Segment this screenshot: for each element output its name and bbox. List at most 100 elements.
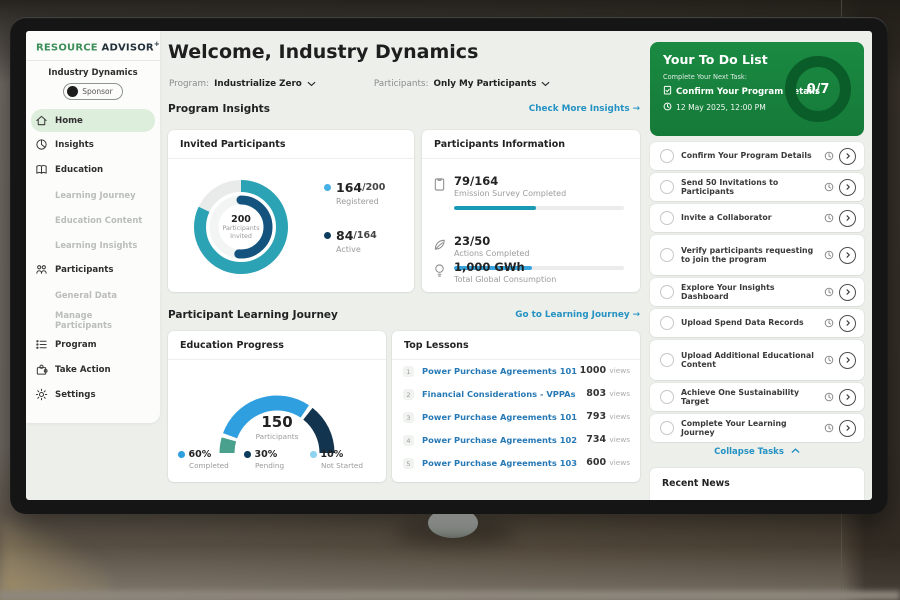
task-confirm-program[interactable]: Confirm Your Program Details bbox=[650, 142, 864, 170]
brand-logo: RESOURCE ADVISOR+ bbox=[36, 40, 160, 54]
task-checkbox[interactable] bbox=[660, 149, 674, 163]
home-icon bbox=[35, 114, 48, 127]
card-title: Top Lessons bbox=[392, 331, 640, 360]
divider bbox=[26, 60, 160, 62]
clock-icon bbox=[824, 250, 834, 260]
participants-filter-value[interactable]: Only My Participants bbox=[433, 79, 537, 89]
legend-dot bbox=[310, 451, 317, 458]
sidebar-item-take-action[interactable]: Take Action bbox=[26, 357, 160, 382]
task-verify-participants[interactable]: Verify participants requesting to join t… bbox=[650, 235, 864, 275]
task-upload-educational-content[interactable]: Upload Additional Educational Content bbox=[650, 340, 864, 380]
task-checkbox[interactable] bbox=[660, 248, 674, 262]
chevron-right-button[interactable] bbox=[839, 246, 856, 264]
list-icon bbox=[35, 338, 48, 351]
lesson-link[interactable]: Power Purchase Agreements 103 bbox=[422, 458, 578, 468]
education-progress-card: Education Progress 150 Participants 60% … bbox=[168, 331, 386, 482]
sidebar-item-settings[interactable]: Settings bbox=[26, 382, 160, 407]
clock-icon bbox=[824, 151, 834, 161]
emission-progress-bar bbox=[454, 206, 624, 210]
chevron-down-icon[interactable] bbox=[541, 81, 550, 87]
chevron-right-button[interactable] bbox=[839, 314, 856, 332]
task-checkbox[interactable] bbox=[660, 421, 674, 435]
todo-title: Your To Do List bbox=[663, 52, 768, 67]
sidebar: RESOURCE ADVISOR+ Industry Dynamics Spon… bbox=[26, 31, 160, 423]
task-achieve-target[interactable]: Achieve One Sustainability Target bbox=[650, 383, 864, 411]
chevron-right-button[interactable] bbox=[839, 388, 856, 406]
legend-dot bbox=[324, 232, 331, 239]
sidebar-item-home[interactable]: Home bbox=[31, 109, 155, 133]
invited-participants-card: Invited Participants 200 Participants In… bbox=[168, 130, 414, 292]
sidebar-item-manage-participants[interactable]: Manage Participants bbox=[55, 309, 113, 330]
go-to-learning-journey-link[interactable]: Go to Learning Journey bbox=[515, 310, 640, 320]
learning-journey-header: Participant Learning Journey Go to Learn… bbox=[168, 309, 640, 321]
legend-dot bbox=[324, 184, 331, 191]
dashboard-screen: RESOURCE ADVISOR+ Industry Dynamics Spon… bbox=[26, 31, 872, 500]
clock-icon bbox=[824, 423, 834, 433]
task-list: Confirm Your Program Details Send 50 Inv… bbox=[650, 142, 864, 445]
gauge-center: 150 Participants bbox=[255, 413, 299, 441]
clipboard-check-icon bbox=[663, 85, 672, 98]
task-upload-spend-data[interactable]: Upload Spend Data Records bbox=[650, 309, 864, 337]
task-checkbox[interactable] bbox=[660, 316, 674, 330]
task-invite-collaborator[interactable]: Invite a Collaborator bbox=[650, 204, 864, 232]
collapse-tasks-link[interactable]: Collapse Tasks bbox=[650, 447, 864, 457]
chevron-right-button[interactable] bbox=[839, 283, 856, 301]
chevron-up-icon bbox=[791, 448, 800, 454]
sidebar-item-learning-journey[interactable]: Learning Journey bbox=[55, 189, 136, 200]
chevron-right-button[interactable] bbox=[839, 209, 856, 227]
chevron-right-button[interactable] bbox=[839, 419, 856, 437]
clock-icon bbox=[824, 287, 834, 297]
sidebar-item-program[interactable]: Program bbox=[26, 332, 160, 357]
program-filter-value[interactable]: Industrialize Zero bbox=[214, 79, 302, 89]
clock-icon bbox=[824, 318, 834, 328]
task-complete-learning-journey[interactable]: Complete Your Learning Journey bbox=[650, 414, 864, 442]
sidebar-item-education-content[interactable]: Education Content bbox=[55, 214, 143, 225]
task-checkbox[interactable] bbox=[660, 285, 674, 299]
registered-ring bbox=[194, 180, 288, 274]
lesson-link[interactable]: Power Purchase Agreements 102 bbox=[422, 435, 578, 445]
chevron-right-button[interactable] bbox=[839, 351, 856, 369]
puzzle-icon bbox=[35, 363, 48, 376]
chevron-down-icon[interactable] bbox=[307, 81, 316, 87]
recent-news-title: Recent News bbox=[662, 478, 730, 489]
task-checkbox[interactable] bbox=[660, 353, 674, 367]
clock-icon bbox=[824, 182, 834, 192]
check-more-insights-link[interactable]: Check More Insights bbox=[529, 104, 640, 114]
todo-next-task[interactable]: Confirm Your Program Details bbox=[663, 85, 820, 98]
chevron-right-button[interactable] bbox=[839, 178, 856, 196]
invited-donut-chart: 200 Participants Invited bbox=[180, 166, 302, 288]
program-filter-label: Program: bbox=[169, 79, 210, 89]
survey-icon bbox=[433, 177, 446, 192]
lesson-link[interactable]: Power Purchase Agreements 101 bbox=[422, 366, 578, 376]
card-title: Education Progress bbox=[168, 331, 386, 360]
section-title: Participant Learning Journey bbox=[168, 309, 338, 321]
sponsor-badge[interactable]: Sponsor bbox=[63, 83, 123, 101]
lesson-row: 4 Power Purchase Agreements 102 734 view… bbox=[392, 434, 640, 451]
task-checkbox[interactable] bbox=[660, 211, 674, 225]
task-checkbox[interactable] bbox=[660, 390, 674, 404]
chevron-right-button[interactable] bbox=[839, 147, 856, 165]
lesson-link[interactable]: Financial Considerations - VPPAs bbox=[422, 389, 576, 399]
sidebar-item-learning-insights[interactable]: Learning Insights bbox=[55, 239, 138, 250]
desk-corner bbox=[0, 520, 110, 600]
task-explore-insights[interactable]: Explore Your Insights Dashboard bbox=[650, 278, 864, 306]
page-title: Welcome, Industry Dynamics bbox=[168, 41, 479, 63]
top-lessons-card: Top Lessons 1 Power Purchase Agreements … bbox=[392, 331, 640, 482]
legend-completed: 60% Completed bbox=[178, 449, 244, 470]
lesson-link[interactable]: Power Purchase Agreements 101 bbox=[422, 412, 578, 422]
education-gauge-chart: 150 Participants bbox=[182, 357, 372, 457]
sidebar-item-general-data[interactable]: General Data bbox=[55, 289, 118, 300]
todo-subtitle: Complete Your Next Task: bbox=[663, 73, 747, 81]
participants-information-card: Participants Information 79/164 Emission… bbox=[422, 130, 640, 292]
sidebar-item-education[interactable]: Education bbox=[26, 157, 160, 182]
donut-center: 200 Participants Invited bbox=[222, 213, 260, 240]
sidebar-item-participants[interactable]: Participants bbox=[26, 257, 160, 282]
org-name: Industry Dynamics bbox=[48, 68, 138, 79]
task-checkbox[interactable] bbox=[660, 180, 674, 194]
todo-progress-ring: 0/7 bbox=[785, 56, 851, 122]
gauge-legend: 60% Completed 30% Pending 10% Not Starte… bbox=[178, 449, 376, 470]
sidebar-item-insights[interactable]: Insights bbox=[26, 132, 160, 157]
task-send-invitations[interactable]: Send 50 Invitations to Participants bbox=[650, 173, 864, 201]
card-title: Invited Participants bbox=[168, 130, 414, 159]
